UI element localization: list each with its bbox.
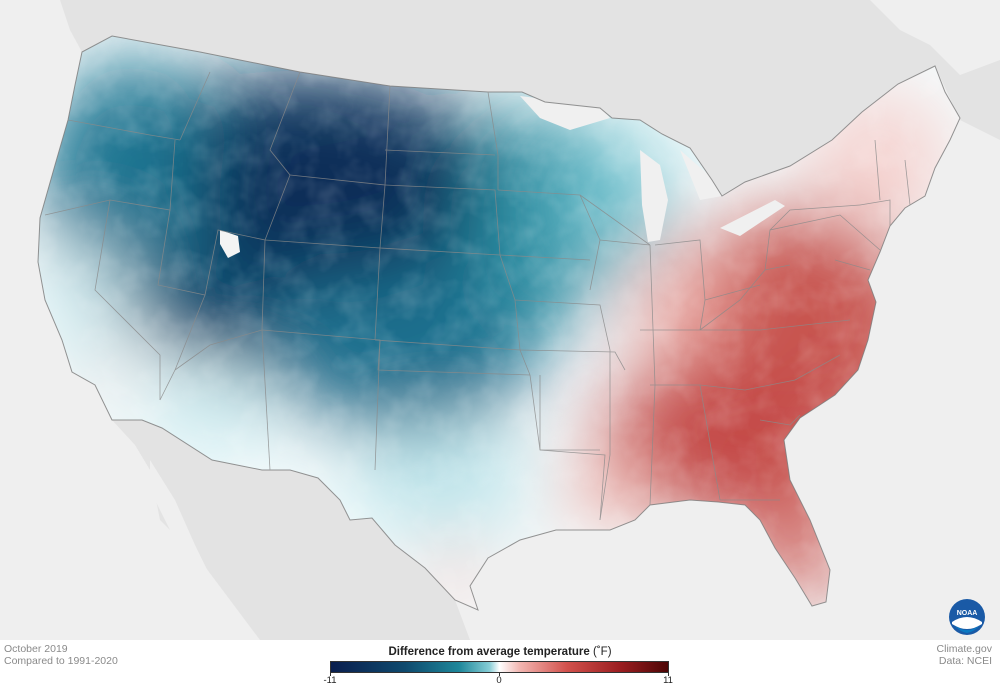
- state-borders: [37, 35, 961, 611]
- legend-title-text: Difference from average temperature: [388, 646, 590, 658]
- hudson-water: [870, 0, 1000, 75]
- legend-max-label: 11: [663, 675, 673, 686]
- caption-right: Climate.gov Data: NCEI: [937, 643, 992, 667]
- lake-michigan: [640, 150, 668, 242]
- gulf-of-california: [150, 460, 240, 640]
- legend-tick-mid: [499, 673, 500, 676]
- great-salt-lake: [220, 230, 240, 258]
- lake-erie: [720, 200, 785, 236]
- source-data-label: Data: NCEI: [938, 655, 992, 667]
- legend-mid-label: 0: [496, 675, 502, 686]
- legend-tick-min: [330, 673, 331, 676]
- lake-huron: [680, 150, 722, 200]
- caption-left: October 2019 Compared to 1991-2020: [4, 643, 118, 667]
- noaa-logo-text: NOAA: [957, 610, 978, 617]
- legend-min-label: -11: [323, 675, 337, 686]
- period-label: October 2019: [4, 643, 68, 655]
- legend-color-bar: [330, 661, 669, 673]
- legend-tick-max: [668, 673, 669, 676]
- baseline-label: Compared to 1991-2020: [4, 655, 118, 667]
- canada-land: [0, 0, 1000, 196]
- legend-unit: (˚F): [593, 646, 612, 658]
- map-panel: [0, 0, 1000, 640]
- noaa-logo: NOAA: [949, 599, 985, 635]
- mexico-land: [112, 420, 470, 640]
- legend-title: Difference from average temperature (˚F): [300, 646, 700, 658]
- source-site-label: Climate.gov: [936, 643, 992, 655]
- footer: October 2019 Compared to 1991-2020 Diffe…: [0, 640, 1000, 690]
- us-temperature-anomaly-map: [0, 0, 1000, 640]
